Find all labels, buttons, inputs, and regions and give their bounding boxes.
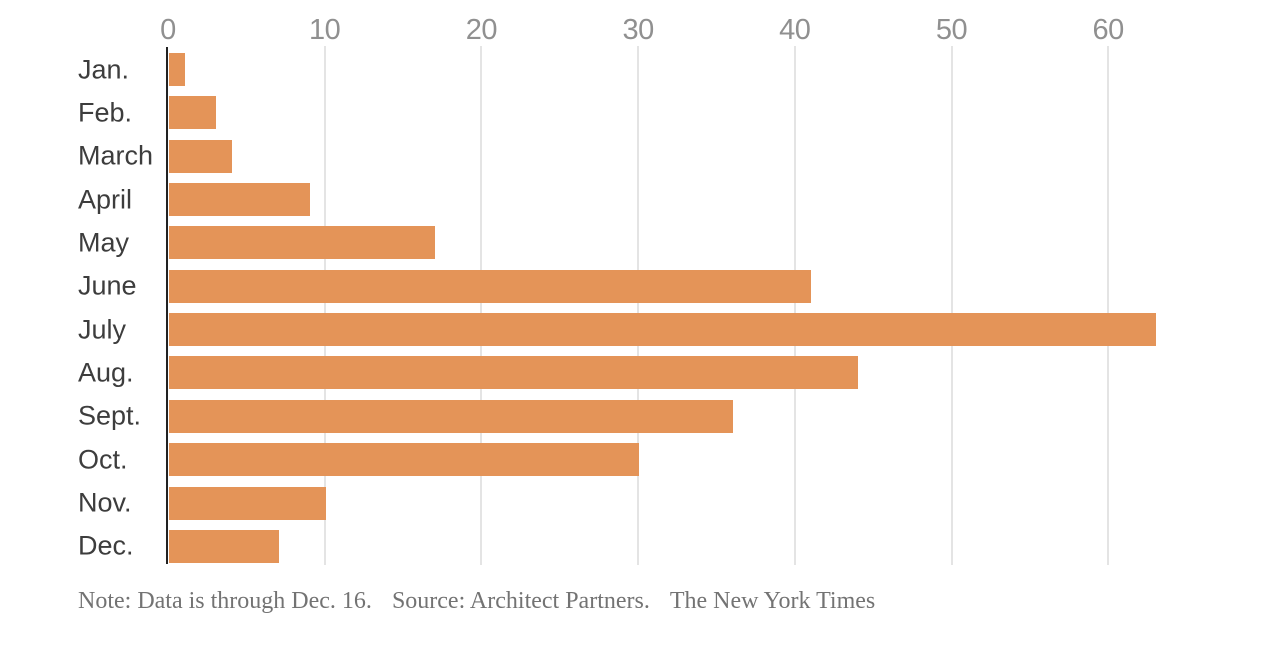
bar-march xyxy=(169,139,232,173)
y-axis-label-sept: Sept. xyxy=(78,400,142,431)
bar-sept xyxy=(169,399,734,433)
y-axis-label-aug: Aug. xyxy=(78,357,134,388)
bar-july xyxy=(169,313,1157,347)
y-axis-label-april: April xyxy=(78,184,133,215)
bar-nov xyxy=(169,486,326,520)
x-axis-tick-label: 20 xyxy=(465,14,498,46)
x-axis-tick-label: 40 xyxy=(779,14,811,46)
bar-dec xyxy=(169,529,279,563)
note-text: Note: Data is through Dec. 16. xyxy=(78,588,372,614)
source-text: Source: Architect Partners. xyxy=(391,588,650,614)
y-axis-label-may: May xyxy=(78,227,130,258)
y-axis-label-july: July xyxy=(78,314,127,345)
y-axis-label-june: June xyxy=(78,270,137,301)
y-axis-label-dec: Dec. xyxy=(78,530,134,561)
y-axis-label-feb: Feb. xyxy=(78,97,133,128)
y-axis-label-oct: Oct. xyxy=(78,444,128,475)
x-axis-tick-label: 0 xyxy=(160,14,176,46)
gridline xyxy=(793,46,796,565)
chart-note: Note: Data is through Dec. 16. Source: Ar… xyxy=(78,586,875,616)
x-axis-tick-label: 10 xyxy=(309,14,341,46)
gridline xyxy=(323,46,326,565)
bar-may xyxy=(169,226,436,260)
gridline xyxy=(950,46,953,565)
y-axis-label-jan: Jan. xyxy=(78,54,130,84)
x-axis-tick-label: 30 xyxy=(622,14,654,46)
bar-june xyxy=(169,269,812,303)
bar-aug xyxy=(169,356,859,390)
x-axis-tick-label: 50 xyxy=(935,14,968,46)
zero-axis-line xyxy=(166,47,168,564)
credit-text: The New York Times xyxy=(669,588,876,614)
bar-jan xyxy=(169,53,185,86)
y-axis-label-march: March xyxy=(78,140,154,171)
bar-oct xyxy=(169,443,640,477)
gridline xyxy=(1107,46,1110,565)
bar-april xyxy=(169,183,311,217)
x-axis-tick-label: 60 xyxy=(1092,14,1125,46)
gridline xyxy=(480,46,483,565)
gridline xyxy=(637,46,640,565)
bar-feb xyxy=(169,96,216,130)
y-axis-label-nov: Nov. xyxy=(78,487,132,518)
